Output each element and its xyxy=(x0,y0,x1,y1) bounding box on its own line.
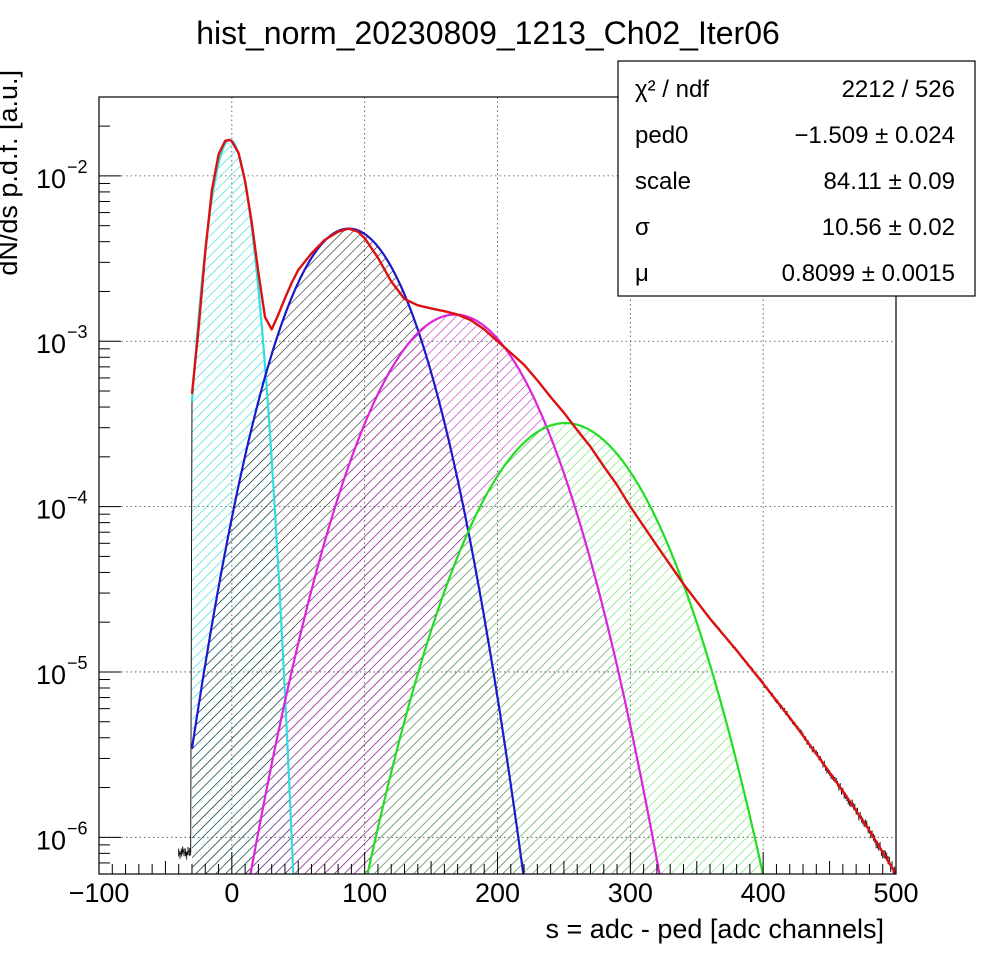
y-tick-label: 10 xyxy=(36,495,66,525)
x-tick-label: 100 xyxy=(342,878,387,908)
stats-label: ped0 xyxy=(635,122,688,149)
stats-label: χ² / ndf xyxy=(635,76,709,103)
y-tick-exponent: −4 xyxy=(67,488,88,508)
stats-label: σ xyxy=(635,214,650,241)
y-tick-exponent: −2 xyxy=(67,157,88,177)
total-fit-curve xyxy=(190,138,896,874)
x-tick-label: 500 xyxy=(873,878,918,908)
x-tick-label: 200 xyxy=(475,878,520,908)
stats-label: scale xyxy=(635,168,691,195)
stats-value: 84.11 ± 0.09 xyxy=(824,168,956,195)
stats-box-frame xyxy=(617,60,976,297)
y-tick-exponent: −3 xyxy=(67,322,88,342)
y-tick-exponent: −6 xyxy=(67,818,88,838)
x-tick-label: 0 xyxy=(224,878,239,908)
component-fill-4 xyxy=(367,423,763,874)
x-axis-label: s = adc - ped [adc channels] xyxy=(546,914,884,944)
x-tick-label: −100 xyxy=(69,878,130,908)
y-tick-label: 10 xyxy=(36,164,66,194)
y-tick-exponent: −5 xyxy=(67,653,88,673)
x-axis: −100 0 100 200 300 400 500 xyxy=(69,852,919,908)
stats-value: 0.8099 ± 0.0015 xyxy=(782,260,955,287)
y-tick-label: 10 xyxy=(36,660,66,690)
x-tick-label: 400 xyxy=(741,878,786,908)
component-curve-2 xyxy=(190,227,525,874)
component-curve-4 xyxy=(366,422,765,874)
x-tick-label: 300 xyxy=(608,878,653,908)
y-tick-label: 10 xyxy=(36,329,66,359)
y-tick-label: 10 xyxy=(36,825,66,855)
y-axis-label: dN/ds p.d.f. [a.u.] xyxy=(0,70,23,276)
stats-value: 10.56 ± 0.02 xyxy=(822,214,955,241)
chart-title: hist_norm_20230809_1213_Ch02_Iter06 xyxy=(196,15,780,51)
total-fit xyxy=(190,138,896,874)
stats-value: −1.509 ± 0.024 xyxy=(794,122,955,149)
stats-value: 2212 / 526 xyxy=(842,76,955,103)
y-axis: 10−210−310−410−510−6 xyxy=(36,96,121,875)
stats-label: μ xyxy=(635,260,649,287)
stats-box: χ² / ndf 2212 / 526 ped0 −1.509 ± 0.024 scal… xyxy=(617,60,976,297)
